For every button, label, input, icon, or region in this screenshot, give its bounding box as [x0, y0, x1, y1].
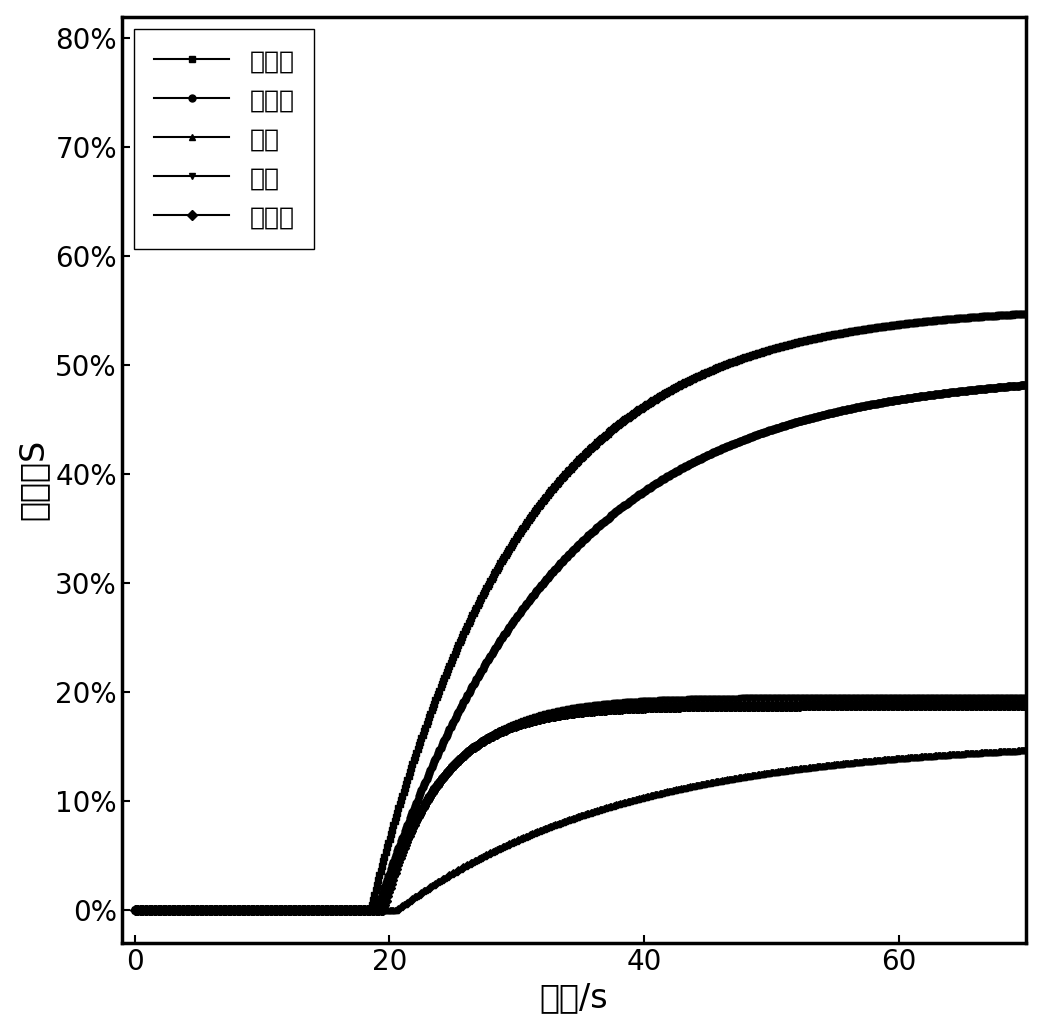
氨气	[540, 708, 553, 721]
正丙胺	[540, 491, 553, 503]
Line: 正丙胺: 正丙胺	[131, 310, 1029, 913]
苯胺	[436, 873, 448, 886]
三乙胺	[540, 711, 553, 724]
二乙胺	[436, 739, 448, 752]
正丙胺	[436, 678, 448, 691]
氨气	[436, 776, 448, 789]
二乙胺	[1020, 378, 1033, 391]
正丙胺	[344, 904, 357, 917]
氨气	[852, 692, 865, 704]
Legend: 正丙胺, 二乙胺, 苯胺, 氨气, 三乙胺: 正丙胺, 二乙胺, 苯胺, 氨气, 三乙胺	[135, 29, 314, 250]
三乙胺	[852, 699, 865, 711]
苯胺	[128, 904, 141, 917]
苯胺	[540, 822, 553, 834]
三乙胺	[597, 703, 609, 716]
三乙胺	[1020, 699, 1033, 711]
X-axis label: 时间/s: 时间/s	[540, 982, 608, 1015]
正丙胺	[597, 432, 609, 444]
二乙胺	[540, 573, 553, 586]
苯胺	[344, 904, 357, 917]
Line: 三乙胺: 三乙胺	[131, 702, 1029, 913]
三乙胺	[1006, 699, 1019, 711]
氨气	[597, 698, 609, 710]
正丙胺	[128, 904, 141, 917]
三乙胺	[344, 904, 357, 917]
二乙胺	[128, 904, 141, 917]
Y-axis label: 灵敏度S: 灵敏度S	[17, 439, 50, 521]
二乙胺	[597, 517, 609, 529]
三乙胺	[436, 772, 448, 785]
正丙胺	[1006, 308, 1019, 321]
氨气	[1020, 692, 1033, 704]
二乙胺	[1006, 379, 1019, 392]
正丙胺	[1020, 307, 1033, 320]
氨气	[1006, 692, 1019, 704]
Line: 氨气: 氨气	[131, 694, 1029, 913]
苯胺	[1020, 744, 1033, 757]
氨气	[128, 904, 141, 917]
苯胺	[597, 802, 609, 814]
苯胺	[1006, 744, 1019, 757]
苯胺	[852, 756, 865, 768]
二乙胺	[852, 401, 865, 413]
Line: 二乙胺: 二乙胺	[131, 381, 1029, 913]
正丙胺	[852, 324, 865, 336]
二乙胺	[344, 904, 357, 917]
Line: 苯胺: 苯胺	[131, 746, 1029, 913]
氨气	[344, 904, 357, 917]
三乙胺	[128, 904, 141, 917]
